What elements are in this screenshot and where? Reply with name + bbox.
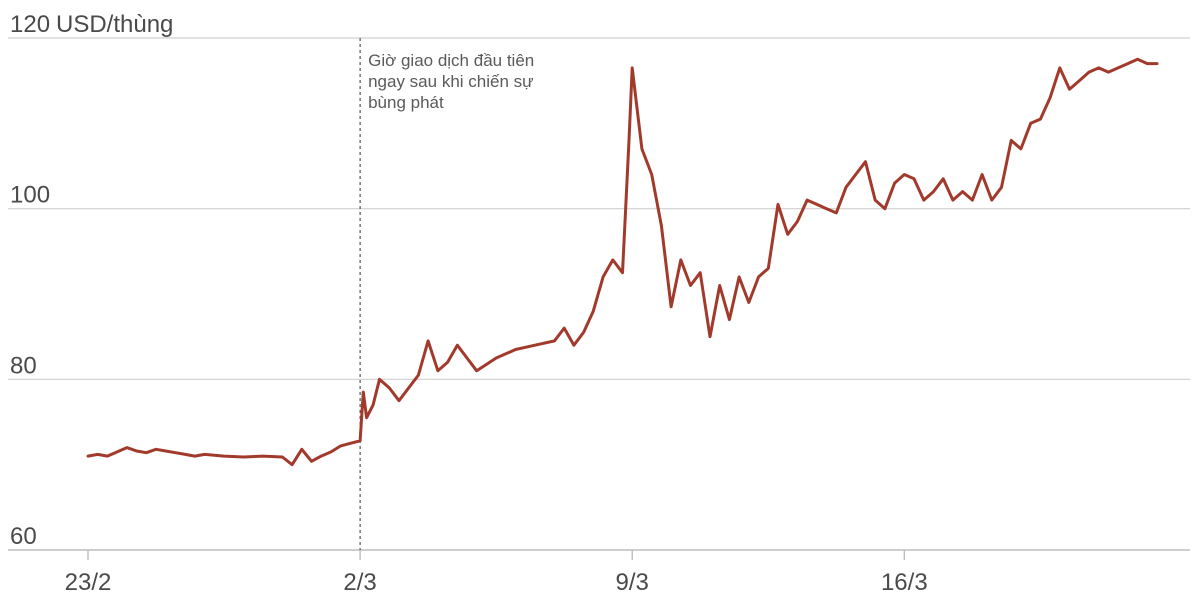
x-tick-label-16-3: 16/3 (881, 569, 928, 596)
y-tick-label-100: 100 (10, 182, 50, 209)
annotation-text-line-3: bùng phát (368, 93, 444, 112)
y-tick-label-60: 60 (10, 523, 37, 550)
y-gridlines (8, 37, 1190, 551)
annotation: Giờ giao dịch đầu tiên ngay sau khi chiến… (359, 38, 534, 550)
x-axis: 23/2 2/3 9/3 16/3 (65, 550, 928, 596)
x-tick-label-2-3: 2/3 (343, 569, 376, 596)
annotation-text-line-2: ngay sau khi chiến sự (368, 72, 533, 91)
series-line-1 (86, 57, 1159, 467)
y-axis-unit-label: USD/thùng (56, 11, 173, 38)
x-tick-label-23-2: 23/2 (65, 569, 112, 596)
price-series (86, 57, 1159, 467)
x-tick-label-9-3: 9/3 (616, 569, 649, 596)
y-tick-labels: 60 80 100 120 USD/thùng (10, 11, 173, 550)
y-tick-label-80: 80 (10, 352, 37, 379)
annotation-text-line-1: Giờ giao dịch đầu tiên (368, 51, 534, 70)
y-tick-label-120: 120 (10, 11, 50, 38)
